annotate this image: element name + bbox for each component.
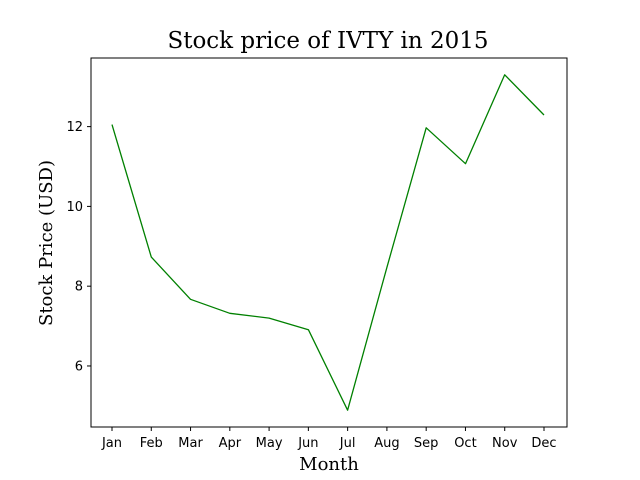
x-tick-label: Mar — [178, 436, 203, 451]
y-tick-label: 12 — [66, 120, 83, 135]
x-axis-label: Month — [299, 454, 359, 475]
x-tick-label: Jun — [297, 436, 318, 451]
x-tick-label: Oct — [454, 436, 476, 451]
x-tick-label: Sep — [414, 436, 439, 451]
x-tick-label: Aug — [374, 436, 399, 451]
y-tick-label: 6 — [75, 359, 83, 374]
x-axis: Jan Feb Mar Apr May Jun Jul Aug Sep Oct Nov Dec — [101, 427, 557, 451]
x-tick-label: Jan — [101, 436, 122, 451]
x-tick-label: Feb — [140, 436, 163, 451]
plot-area — [90, 57, 568, 428]
y-tick-label: 10 — [66, 200, 83, 215]
y-axis-label: Stock Price (USD) — [36, 160, 57, 326]
series-group — [111, 74, 545, 411]
y-axis: 6 8 10 12 — [66, 120, 91, 374]
chart-title: Stock price of IVTY in 2015 — [167, 28, 488, 54]
x-tick-label: Dec — [531, 436, 556, 451]
x-tick-label: May — [256, 436, 283, 451]
x-tick-label: Nov — [492, 436, 518, 451]
x-tick-label: Apr — [219, 436, 242, 451]
series-line — [111, 74, 545, 411]
y-tick-label: 8 — [75, 280, 83, 295]
x-tick-label: Jul — [339, 436, 356, 451]
